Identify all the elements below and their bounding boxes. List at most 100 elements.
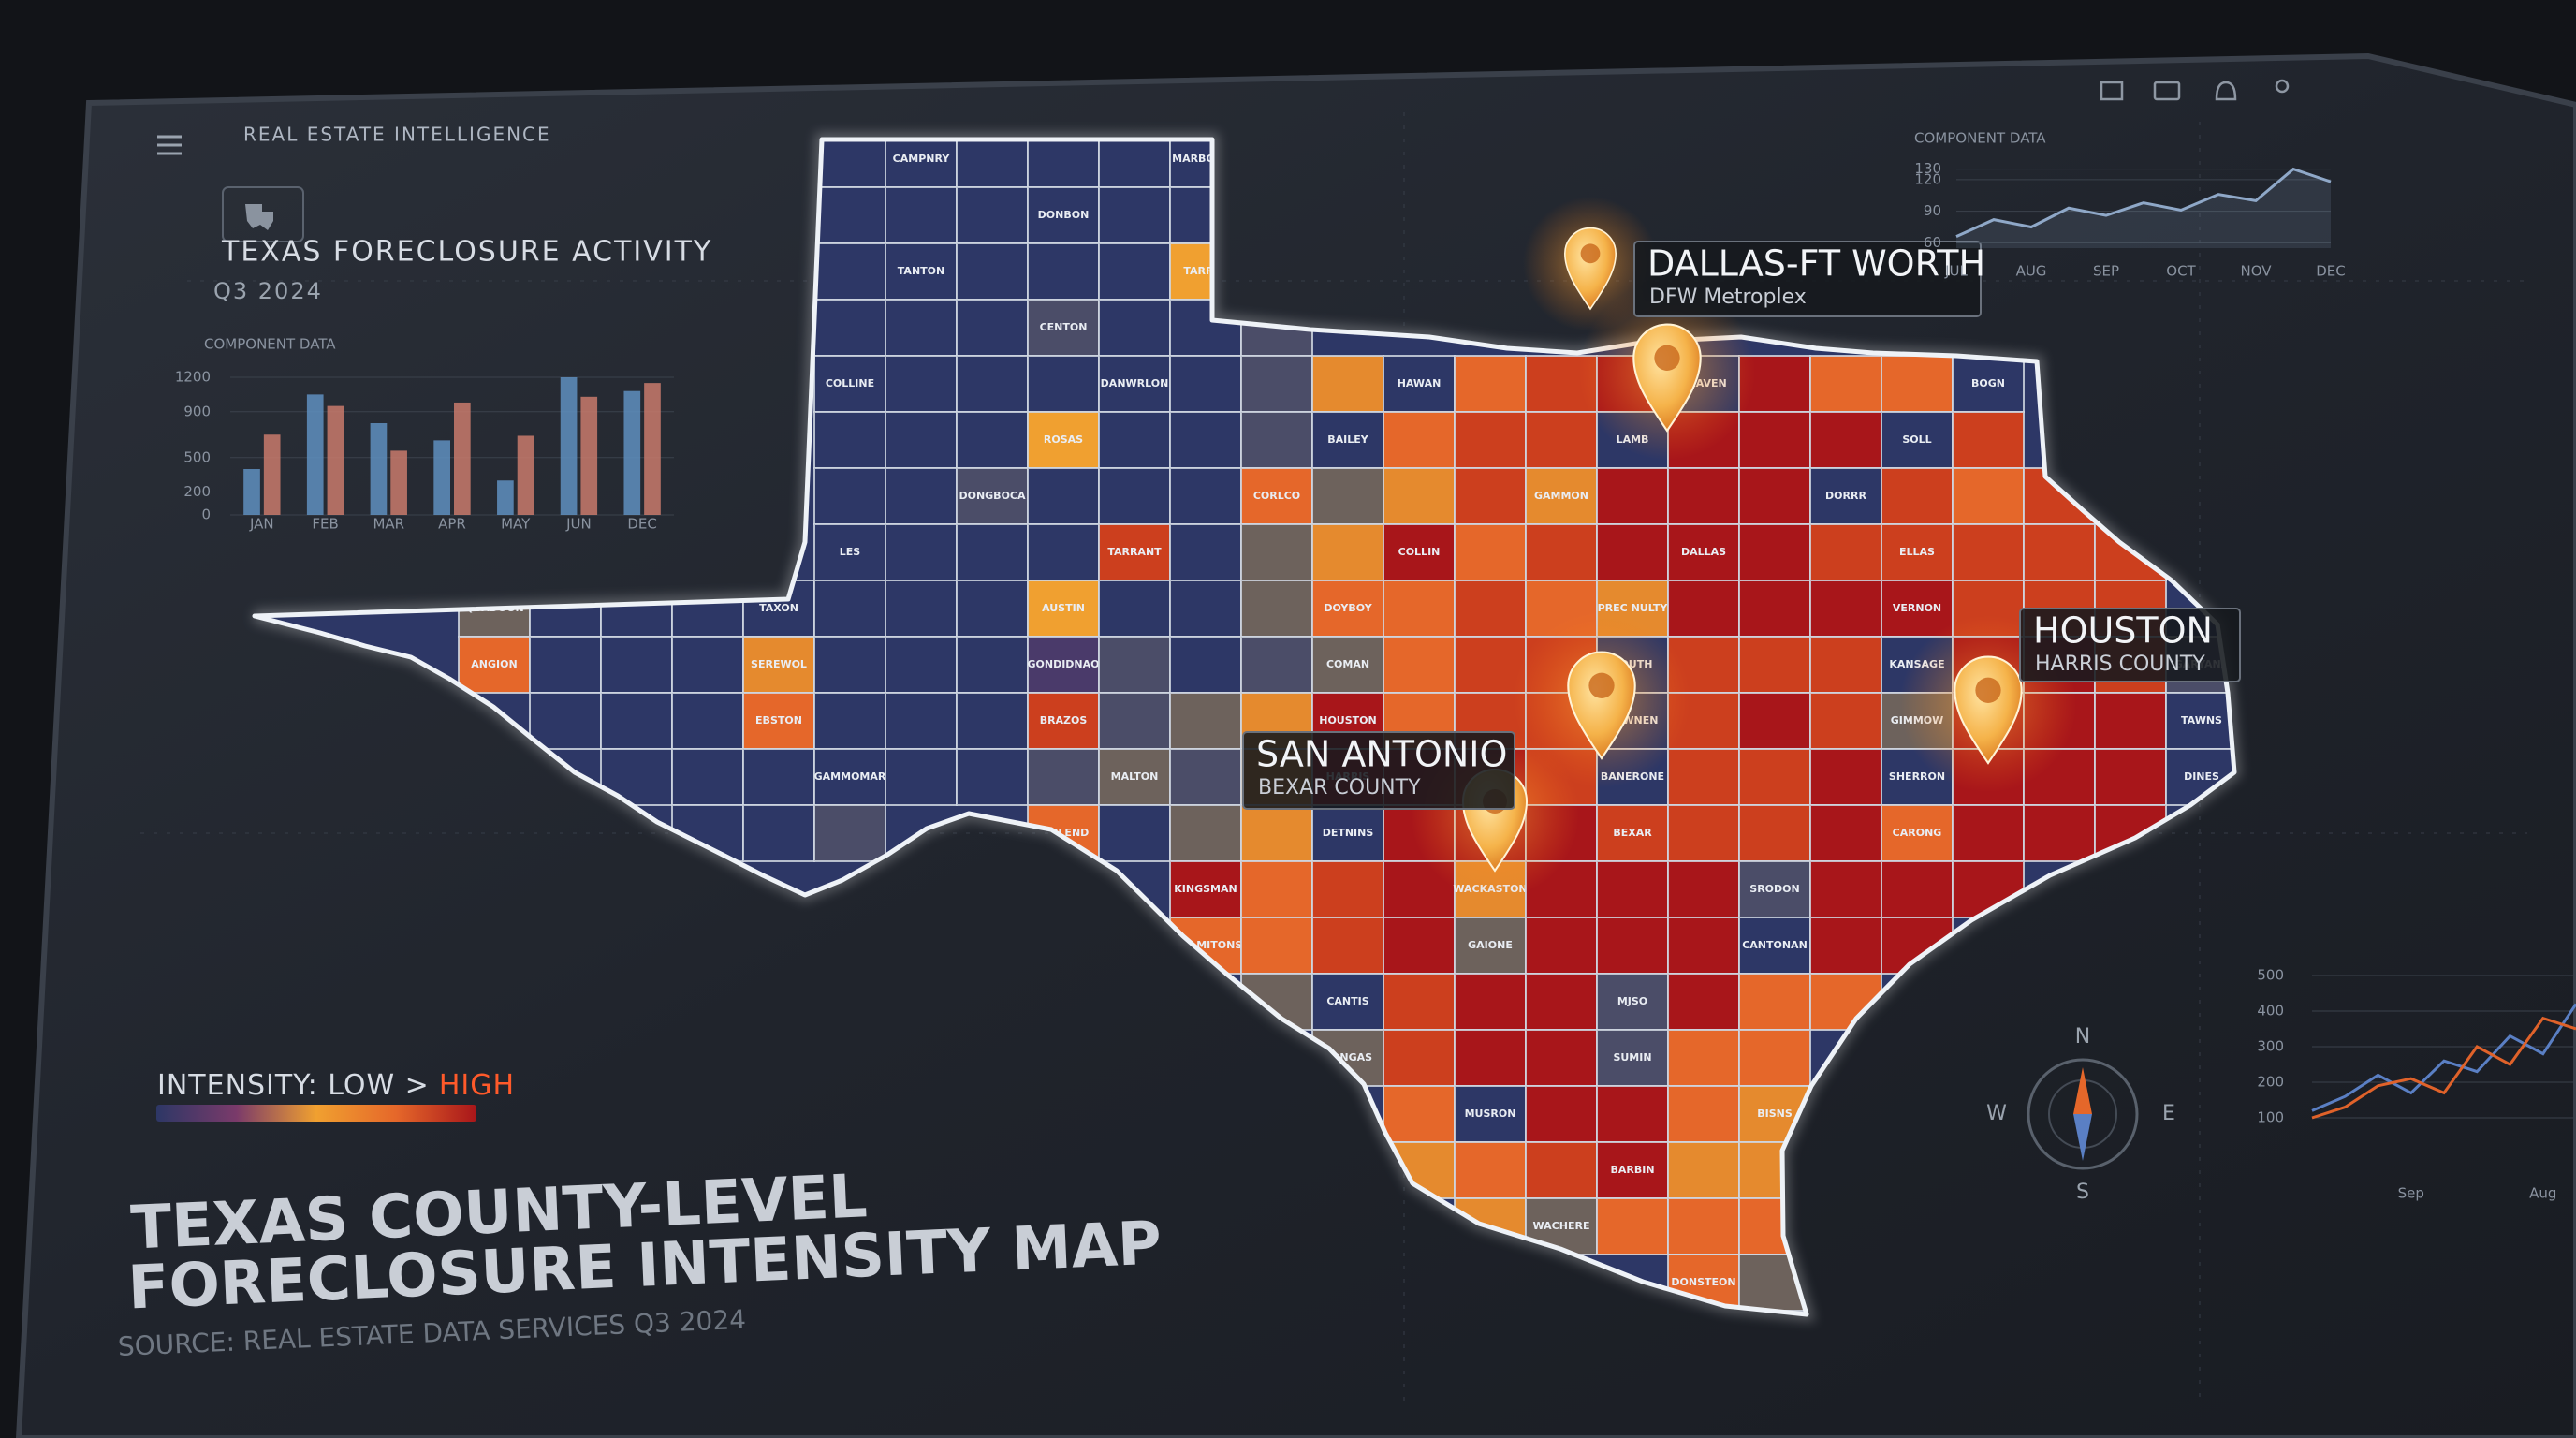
county xyxy=(1738,748,1811,806)
county xyxy=(1240,523,1313,581)
county xyxy=(1169,523,1242,581)
county xyxy=(1738,973,1811,1031)
county xyxy=(885,580,958,638)
bar xyxy=(497,480,514,515)
compass-ring xyxy=(2027,1058,2139,1170)
county-label: DETNINS xyxy=(1323,827,1374,839)
pin-center xyxy=(1654,345,1680,371)
county xyxy=(1098,692,1171,750)
app-title: REAL ESTATE INTELLIGENCE xyxy=(243,124,551,146)
county-label: DOYBOY xyxy=(1324,602,1372,614)
x-tick-label: Aug xyxy=(2529,1185,2556,1202)
county xyxy=(1383,580,1456,638)
county-label: SOLL xyxy=(1902,433,1931,446)
legend-label: INTENSITY: LOW > HIGH xyxy=(157,1069,515,1102)
county xyxy=(1667,523,1740,581)
county xyxy=(1809,804,1882,862)
county xyxy=(1098,467,1171,525)
county xyxy=(1454,1029,1527,1087)
county xyxy=(1809,467,1882,525)
pin xyxy=(1954,655,2023,765)
x-tick-label: DEC xyxy=(627,516,657,533)
compass-w: W xyxy=(1986,1102,2007,1125)
county xyxy=(1596,804,1669,862)
bar xyxy=(433,440,450,515)
county xyxy=(1809,523,1882,581)
county xyxy=(813,580,886,638)
county-label: PREC NULTY xyxy=(1598,602,1669,614)
x-tick-label: MAR xyxy=(373,516,404,533)
county xyxy=(1454,355,1527,413)
county xyxy=(813,748,886,806)
county xyxy=(1240,580,1313,638)
grid-icon[interactable] xyxy=(2100,81,2124,101)
county-label: HAWAN xyxy=(1398,377,1442,389)
county xyxy=(1311,523,1384,581)
county-label: SUMIN xyxy=(1613,1051,1651,1064)
y-tick-label: 200 xyxy=(183,483,211,500)
county-label: VERNON xyxy=(1893,602,1941,614)
county xyxy=(1098,580,1171,638)
user-icon[interactable] xyxy=(2275,79,2290,94)
county xyxy=(1809,636,1882,694)
county xyxy=(1169,748,1242,806)
x-tick-label: JAN xyxy=(249,516,274,533)
county-label: SRODON xyxy=(1749,883,1799,895)
county xyxy=(1098,636,1171,694)
y-tick-label: 500 xyxy=(183,448,211,465)
county-label: CARONG xyxy=(1893,827,1942,839)
county xyxy=(885,523,958,581)
county xyxy=(1098,355,1171,413)
county-label: COMAN xyxy=(1326,658,1369,670)
county-label: BRAZOS xyxy=(1040,714,1088,726)
county xyxy=(1383,1085,1456,1143)
x-tick-label: NOV xyxy=(2240,263,2272,280)
menu-icon[interactable] xyxy=(157,135,182,155)
county xyxy=(1027,692,1100,750)
county xyxy=(1596,1085,1669,1143)
county xyxy=(1240,636,1313,694)
x-tick-label: DEC xyxy=(2316,263,2346,280)
county xyxy=(1881,411,1954,469)
county xyxy=(1454,580,1527,638)
county xyxy=(1525,411,1598,469)
county xyxy=(1809,860,1882,918)
county xyxy=(1383,1029,1456,1087)
y-tick-label: 900 xyxy=(183,403,211,419)
county-label: SEREWOL xyxy=(751,658,807,670)
bell-icon[interactable] xyxy=(2215,81,2237,101)
county xyxy=(956,523,1029,581)
line-area xyxy=(1956,169,2331,248)
compass-s: S xyxy=(2076,1181,2089,1204)
marker-title: DALLAS-FT WORTH xyxy=(1647,243,1985,285)
county xyxy=(1169,692,1242,750)
county xyxy=(1027,580,1100,638)
county xyxy=(1667,860,1740,918)
bar xyxy=(327,405,344,515)
county xyxy=(1738,523,1811,581)
county-label: WACHERE xyxy=(1533,1220,1590,1232)
county xyxy=(1738,804,1811,862)
county xyxy=(2165,692,2234,750)
county xyxy=(1525,523,1598,581)
county xyxy=(813,804,886,862)
county xyxy=(1240,860,1313,918)
county xyxy=(1098,804,1171,862)
county xyxy=(1240,804,1313,862)
county xyxy=(1240,411,1313,469)
bar xyxy=(517,435,534,515)
county-label: CORLCO xyxy=(1253,490,1300,502)
county xyxy=(1738,636,1811,694)
county-label: DONBON xyxy=(1038,209,1090,221)
county xyxy=(1027,186,1100,244)
texas-outline xyxy=(252,137,2237,1317)
county xyxy=(1809,917,1882,975)
county xyxy=(742,748,815,806)
screen-icon[interactable] xyxy=(2153,81,2181,101)
county xyxy=(2094,692,2167,750)
county xyxy=(1240,355,1313,413)
county xyxy=(1240,917,1313,975)
county-label: SHERRON xyxy=(1889,770,1945,783)
chart-title: COMPONENT DATA xyxy=(1914,130,2046,147)
pin-main xyxy=(1513,610,1690,788)
